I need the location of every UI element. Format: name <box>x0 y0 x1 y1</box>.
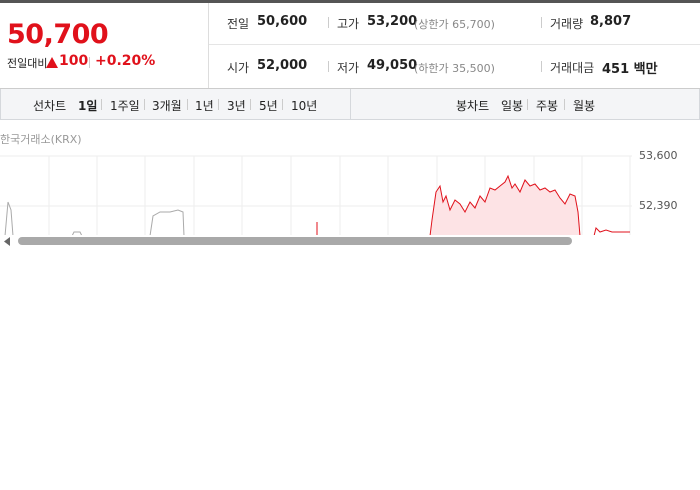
up-icon <box>46 57 58 68</box>
source: 한국거래소(KRX) <box>0 133 82 146</box>
price-line <box>593 227 630 236</box>
tab-group-label: 봉차트 <box>456 99 490 113</box>
scrollbar-thumb[interactable] <box>18 237 572 245</box>
tab[interactable]: 1주일 <box>110 99 140 113</box>
tab[interactable]: 1일 <box>78 99 98 113</box>
price-line <box>429 174 581 236</box>
area <box>430 176 580 236</box>
top-border <box>0 0 700 3</box>
stat-label: 고가 <box>337 17 360 31</box>
tab[interactable]: 주봉 <box>536 99 559 113</box>
scroll-left[interactable] <box>4 237 10 246</box>
stat-note: (상한가 65,700) <box>414 18 495 31</box>
row-divider <box>209 44 700 45</box>
stat-value: 8,807 <box>590 14 632 29</box>
price-box: 50,700 전일대비 100 +0.20% <box>0 3 209 88</box>
stat-label: 시가 <box>227 61 250 75</box>
stat-note: (하한가 35,500) <box>414 62 495 75</box>
price-label: 52,390 <box>639 199 678 212</box>
grid <box>0 155 632 236</box>
tab[interactable]: 3개월 <box>152 99 182 113</box>
tab[interactable]: 3년 <box>227 99 246 113</box>
price-line-gray <box>4 201 185 236</box>
tab-group-label: 선차트 <box>33 99 67 113</box>
tab-divider <box>350 89 351 120</box>
current-price: 50,700 <box>7 19 109 50</box>
change-label: 전일대비 <box>7 57 48 70</box>
change-rate: +0.20% <box>95 53 156 69</box>
stat-label: 저가 <box>337 61 360 75</box>
chart <box>0 155 632 236</box>
stat-value: 52,000 <box>257 58 308 73</box>
tab[interactable]: 일봉 <box>501 99 524 113</box>
stat-value: 451 백만 <box>602 62 658 77</box>
tab[interactable]: 1년 <box>195 99 214 113</box>
tab[interactable]: 5년 <box>259 99 278 113</box>
stat-label: 거래량 <box>550 17 584 31</box>
stat-label: 전일 <box>227 17 250 31</box>
change: 100 <box>59 53 89 69</box>
stat-value: 53,200 <box>367 14 418 29</box>
tab[interactable]: 월봉 <box>573 99 596 113</box>
stat-value: 49,050 <box>367 58 418 73</box>
header-bottom <box>0 88 700 89</box>
stat-label: 거래대금 <box>550 61 595 75</box>
price-label: 53,600 <box>639 149 678 162</box>
tab[interactable]: 10년 <box>291 99 318 113</box>
stat-value: 50,600 <box>257 14 308 29</box>
